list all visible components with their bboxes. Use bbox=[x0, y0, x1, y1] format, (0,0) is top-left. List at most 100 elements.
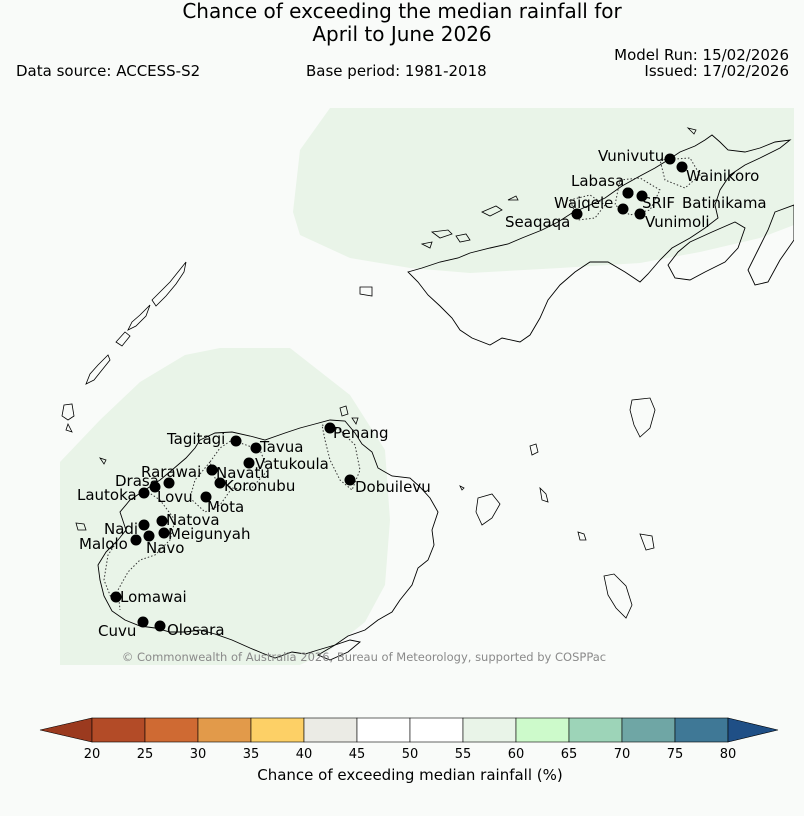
colorbar-tick-50: 50 bbox=[402, 747, 419, 762]
colorbar-tick-30: 30 bbox=[190, 747, 207, 762]
station-marker-drasa bbox=[149, 481, 161, 493]
colorbar-over-arrow bbox=[727, 717, 779, 743]
colorbar-label: Chance of exceeding median rainfall (%) bbox=[257, 766, 563, 784]
station-marker-lovu bbox=[163, 477, 175, 489]
station-label-wainikoro: Wainikoro bbox=[686, 167, 759, 185]
station-label-tagitagi: Tagitagi bbox=[166, 430, 225, 448]
station-label-batinikama: Batinikama bbox=[682, 194, 767, 212]
station-marker-nadi bbox=[138, 519, 150, 531]
coastline-taveuni bbox=[747, 204, 794, 286]
colorbar-segment-40-45 bbox=[303, 717, 358, 743]
station-label-koronubu: Koronubu bbox=[224, 477, 295, 495]
district-boundaries bbox=[103, 157, 701, 611]
station-marker-vatukoula bbox=[243, 457, 255, 469]
base-period-text: Base period: 1981-2018 bbox=[306, 62, 487, 80]
station-label-rarawai: Rarawai bbox=[141, 463, 201, 481]
station-label-srif: SRIF bbox=[642, 194, 675, 212]
colorbar-segment-35-40 bbox=[250, 717, 305, 743]
station-label-labasa: Labasa bbox=[571, 172, 624, 190]
station-label-waiqele: Waiqele bbox=[554, 194, 613, 212]
station-marker-meigunyah bbox=[158, 527, 170, 539]
station-label-olosara: Olosara bbox=[167, 621, 225, 639]
station-marker-olosara bbox=[154, 620, 166, 632]
station-label-dobuilevu: Dobuilevu bbox=[355, 478, 431, 496]
station-marker-lomawai bbox=[110, 591, 122, 603]
colorbar-segment-55-60 bbox=[462, 717, 517, 743]
station-label-nadi: Nadi bbox=[104, 520, 138, 538]
coastline-vanua-levu bbox=[407, 134, 792, 346]
station-label-lautoka: Lautoka bbox=[77, 486, 137, 504]
station-marker-tagitagi bbox=[230, 435, 242, 447]
coastline-kadavu bbox=[316, 639, 362, 661]
station-label-lovu: Lovu bbox=[157, 488, 193, 506]
colorbar-segment-75-80 bbox=[674, 717, 729, 743]
shading-viti-levu bbox=[60, 348, 390, 665]
station-marker-batinikama bbox=[636, 190, 648, 202]
colorbar-tick-70: 70 bbox=[614, 747, 631, 762]
station-label-malolo: Malolo bbox=[79, 535, 128, 553]
station-label-vatukoula: Vatukoula bbox=[255, 455, 329, 473]
station-marker-dobuilevu bbox=[344, 474, 356, 486]
colorbar-tick-20: 20 bbox=[84, 747, 101, 762]
copyright-text: © Commonwealth of Australia 2026, Bureau… bbox=[122, 650, 606, 664]
station-marker-vunimoli bbox=[634, 208, 646, 220]
station-marker-tavua bbox=[250, 442, 262, 454]
station-marker-cuvu bbox=[137, 616, 149, 628]
station-label-vunivutu: Vunivutu bbox=[598, 147, 664, 165]
station-label-mota: Mota bbox=[207, 498, 244, 516]
station-marker-navatu bbox=[206, 464, 218, 476]
colorbar-tick-35: 35 bbox=[243, 747, 260, 762]
coastline-eastern-peninsula bbox=[667, 221, 746, 281]
data-source-text: Data source: ACCESS-S2 bbox=[16, 62, 201, 80]
shading-vanua-levu bbox=[293, 108, 794, 273]
station-label-vunimoli: Vunimoli bbox=[645, 213, 710, 231]
station-marker-srif bbox=[622, 187, 634, 199]
colorbar-segment-65-70 bbox=[568, 717, 623, 743]
colorbar-tick-45: 45 bbox=[349, 747, 366, 762]
station-marker-waiqele bbox=[617, 203, 629, 215]
colorbar-under-arrow bbox=[39, 717, 93, 743]
colorbar-tick-60: 60 bbox=[508, 747, 525, 762]
station-label-lomawai: Lomawai bbox=[120, 588, 187, 606]
colorbar bbox=[39, 717, 779, 743]
colorbar-segment-25-30 bbox=[144, 717, 199, 743]
station-marker-penang bbox=[324, 422, 336, 434]
issued-text: Issued: 17/02/2026 bbox=[644, 62, 789, 80]
model-run-text: Model Run: 15/02/2026 bbox=[614, 46, 789, 64]
station-marker-seaqaqa bbox=[571, 208, 583, 220]
station-marker-mota bbox=[200, 491, 212, 503]
colorbar-tick-55: 55 bbox=[455, 747, 472, 762]
station-label-meigunyah: Meigunyah bbox=[168, 525, 250, 543]
colorbar-tick-80: 80 bbox=[720, 747, 737, 762]
station-label-natova: Natova bbox=[166, 511, 220, 529]
colorbar-tick-65: 65 bbox=[561, 747, 578, 762]
colorbar-tick-40: 40 bbox=[296, 747, 313, 762]
station-markers: Vunivutu Wainikoro Labasa SRIF Batinikama Wai… bbox=[77, 147, 767, 640]
small-islands bbox=[61, 127, 697, 619]
station-label-navatu: Navatu bbox=[216, 464, 270, 482]
station-label-penang: Penang bbox=[333, 424, 388, 442]
station-label-navo: Navo bbox=[146, 539, 184, 557]
station-label-seaqaqa: Seaqaqa bbox=[505, 213, 570, 231]
colorbar-ticks: 20 25 30 35 40 45 50 55 60 65 70 75 80 bbox=[84, 747, 737, 762]
station-marker-vunivutu bbox=[664, 153, 676, 165]
colorbar-segment-50-55 bbox=[409, 717, 464, 743]
colorbar-segment-60-65 bbox=[515, 717, 570, 743]
fiji-rainfall-map: Vunivutu Wainikoro Labasa SRIF Batinikama Wai… bbox=[60, 108, 794, 665]
colorbar-tick-25: 25 bbox=[137, 747, 154, 762]
station-marker-natova bbox=[156, 515, 168, 527]
station-marker-lautoka bbox=[138, 487, 150, 499]
station-marker-navo bbox=[143, 530, 155, 542]
colorbar-segment-20-25 bbox=[91, 717, 146, 743]
map-title: Chance of exceeding the median rainfall … bbox=[0, 0, 804, 46]
title-line-1: Chance of exceeding the median rainfall … bbox=[182, 0, 622, 23]
station-marker-koronubu bbox=[214, 477, 226, 489]
station-label-drasa: Drasa bbox=[115, 472, 159, 490]
station-label-cuvu: Cuvu bbox=[98, 622, 136, 640]
station-label-tavua: Tavua bbox=[259, 438, 303, 456]
station-marker-wainikoro bbox=[676, 161, 688, 173]
colorbar-segment-45-50 bbox=[356, 717, 411, 743]
colorbar-tick-75: 75 bbox=[667, 747, 684, 762]
title-line-2: April to June 2026 bbox=[312, 22, 492, 46]
colorbar-segment-70-75 bbox=[621, 717, 676, 743]
